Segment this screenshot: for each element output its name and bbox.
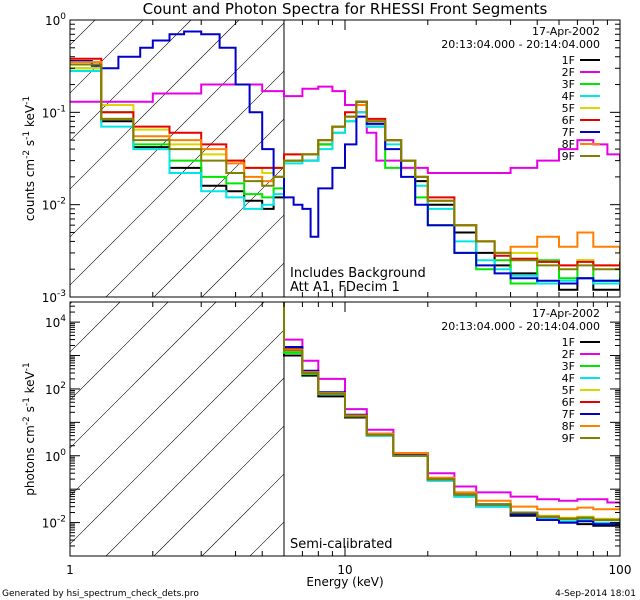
y-tick-mantissa: 10 [42,106,57,120]
legend-label-9F: 9F [562,150,575,163]
hatch-line [70,20,288,238]
y-tick-exponent: -2 [57,197,66,207]
y-axis-label-part: photons cm [23,425,37,496]
footer-date: 4-Sep-2014 18:01 [555,589,636,599]
x-tick-label: 1 [66,563,74,577]
y-tick-exponent: 2 [60,381,66,391]
y-tick-label: 100 [45,448,66,464]
legend-label-9F: 9F [562,432,575,445]
legend-label-1F: 1F [562,336,575,349]
y-tick-label: 10-3 [42,289,66,305]
y-axis-label-part: -1 [22,96,32,105]
legend-label-6F: 6F [562,396,575,409]
attenuator-hatch-region [70,20,620,297]
spectrum-date: 17-Apr-2002 [532,25,600,38]
y-axis-label-part: s [23,140,37,150]
y-tick-exponent: -2 [57,515,66,525]
series-line-7F [70,30,620,285]
hatch-mask [283,302,620,556]
series-line-2F [70,83,620,174]
x-tick-label: 10 [337,563,352,577]
legend-label-8F: 8F [562,420,575,433]
hatch-line [70,302,121,353]
series-line-9F [70,63,620,271]
legend-label-7F: 7F [562,126,575,139]
spectrum-time-range: 20:13:04.000 - 20:14:04.000 [441,320,600,333]
footer-generated: Generated by hsi_spectrum_check_dets.pro [2,589,199,599]
y-tick-exponent: -3 [57,289,66,299]
annotation-calibration: Semi-calibrated [290,537,392,552]
legend-label-3F: 3F [562,78,575,91]
y-axis-label-part: -1 [22,362,32,371]
y-tick-mantissa: 10 [42,291,57,305]
legend-label-7F: 7F [562,408,575,421]
y-tick-exponent: 0 [60,448,66,458]
hatch-line [70,302,169,401]
hatch-line [70,20,192,142]
hatch-line [70,302,265,497]
legend-label-4F: 4F [562,372,575,385]
y-tick-mantissa: 10 [45,383,60,397]
y-tick-mantissa: 10 [45,316,60,330]
y-axis-label-part: keV [23,104,37,131]
y-tick-exponent: -1 [57,104,66,114]
spectrum-date: 17-Apr-2002 [532,307,600,320]
y-axis-label-part: s [23,406,37,416]
y-axis-label-part: -2 [22,416,32,425]
y-tick-mantissa: 10 [45,14,60,28]
y-tick-exponent: 0 [60,12,66,22]
y-tick-label: 10-2 [42,515,66,531]
y-tick-label: 104 [45,314,66,330]
series-group [70,30,620,291]
figure-title: Count and Photon Spectra for RHESSI Fron… [143,0,548,18]
legend-label-2F: 2F [562,348,575,361]
y-tick-mantissa: 10 [45,450,60,464]
hatch-mask [283,20,620,297]
legend-label-4F: 4F [562,90,575,103]
legend-label-3F: 3F [562,360,575,373]
y-tick-label: 10-1 [42,104,66,120]
y-tick-label: 10-2 [42,197,66,213]
legend-label-5F: 5F [562,384,575,397]
y-tick-mantissa: 10 [42,517,57,531]
x-tick-label: 100 [609,563,632,577]
spectrum-time-range: 20:13:04.000 - 20:14:04.000 [441,38,600,51]
hatch-line [0,302,24,556]
legend-label-2F: 2F [562,66,575,79]
y-axis-label-part: -1 [22,397,32,406]
y-axis-label-part: keV [23,370,37,397]
y-tick-label: 102 [45,381,66,397]
y-tick-label: 100 [45,12,66,28]
series-group [283,302,620,528]
annotation-background: Includes Background [290,266,426,281]
hatch-line [70,20,240,190]
hatch-line [70,302,217,449]
series-line-9F [283,302,620,521]
y-tick-exponent: 4 [60,314,66,324]
legend-label-1F: 1F [562,54,575,67]
annotation-attenuator: Att A1, FDecim 1 [290,280,400,295]
hatch-line [70,302,313,545]
x-axis-label: Energy (keV) [306,575,383,589]
y-axis-label: counts cm-2 s-1 keV-1 [22,96,37,221]
y-axis-label-part: -1 [22,131,32,140]
legend-label-5F: 5F [562,102,575,115]
legend-label-6F: 6F [562,114,575,127]
y-tick-mantissa: 10 [42,199,57,213]
y-axis-label-part: counts cm [23,159,37,221]
legend-label-8F: 8F [562,138,575,151]
y-axis-label: photons cm-2 s-1 keV-1 [22,362,37,496]
y-axis-label-part: -2 [22,150,32,159]
attenuator-hatch-region [0,302,620,556]
